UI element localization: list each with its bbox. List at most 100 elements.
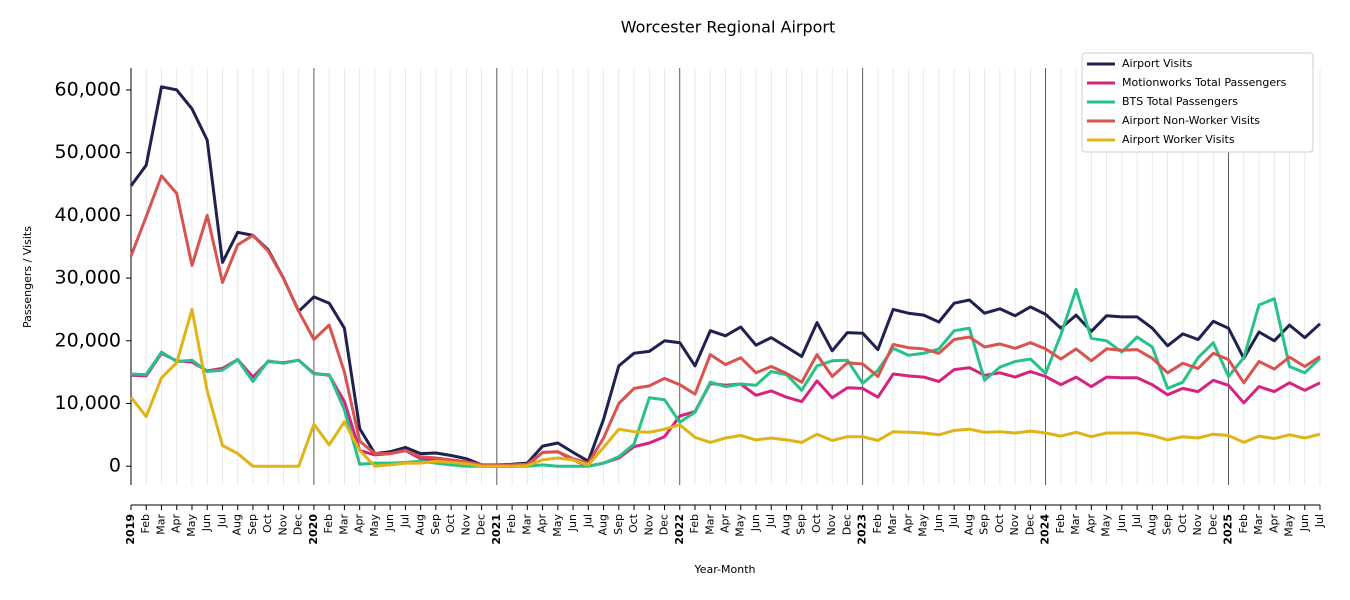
x-tick-label: May [1100, 514, 1113, 537]
x-tick-label: 2021 [490, 514, 503, 545]
x-tick-label: May [734, 514, 747, 537]
x-tick-label: Jul [947, 514, 960, 528]
x-tick-label: May [368, 514, 381, 537]
x-tick-label: Oct [1176, 513, 1189, 533]
x-tick-label: Mar [1069, 514, 1082, 535]
legend: Airport Visits Motionworks Total Passenge… [1081, 52, 1314, 153]
x-tick-label: Jun [383, 514, 396, 532]
x-tick-label: Jun [1298, 514, 1311, 532]
x-tick-label: Dec [840, 514, 853, 535]
x-tick-label: Sep [978, 514, 991, 535]
x-tick-label: May [1283, 514, 1296, 537]
y-tick-label: 10,000 [55, 392, 121, 414]
legend-box [1081, 52, 1314, 153]
y-tick-label: 30,000 [55, 267, 121, 289]
series-line [129, 307, 1321, 468]
chart-title: Worcester Regional Airport [621, 18, 836, 37]
series-line [130, 287, 1322, 468]
x-tick-label: 2023 [856, 514, 869, 545]
x-tick-label: Aug [231, 514, 244, 535]
x-tick-label: Dec [658, 514, 671, 535]
x-tick-label: Feb [871, 514, 884, 533]
x-tick-label: Sep [1161, 514, 1174, 535]
x-tick-label: Feb [322, 514, 335, 533]
x-tick-label: Apr [536, 514, 549, 534]
x-tick-label: Jul [1130, 514, 1143, 528]
y-tick-label: 50,000 [55, 141, 121, 163]
x-tick-label: 2025 [1222, 514, 1235, 545]
x-tick-label: May [917, 514, 930, 537]
x-tick-label: Nov [459, 514, 472, 536]
legend-label: Motionworks Total Passengers [1122, 76, 1287, 89]
x-tick-label: Dec [1023, 514, 1036, 535]
x-tick-label: 2022 [673, 514, 686, 545]
x-tick-label: Nov [276, 514, 289, 536]
x-tick-label: Apr [1084, 514, 1097, 534]
x-tick-label: Dec [292, 514, 305, 535]
x-tick-label: Feb [1054, 514, 1067, 533]
x-tick-label: Jul [581, 514, 594, 528]
x-tick-label: Nov [825, 514, 838, 536]
x-tick-label: Apr [353, 514, 366, 534]
y-axis-label: Passengers / Visits [21, 226, 34, 328]
x-tick-label: Mar [886, 514, 899, 535]
x-tick-label: Sep [795, 514, 808, 535]
x-tick-label: Dec [1206, 514, 1219, 535]
x-tick-label: Jul [215, 514, 228, 528]
x-tick-label: Aug [597, 514, 610, 535]
y-tick-label: 60,000 [55, 78, 121, 100]
legend-label: Airport Non-Worker Visits [1122, 114, 1260, 127]
x-tick-label: Oct [444, 513, 457, 533]
x-tick-label: Feb [505, 514, 518, 533]
x-tick-label: Mar [154, 514, 167, 535]
x-tick-label: Sep [246, 514, 259, 535]
legend-label: Airport Worker Visits [1122, 133, 1235, 146]
x-tick-label: Jun [566, 514, 579, 532]
x-tick-label: Dec [475, 514, 488, 535]
x-tick-label: Feb [688, 514, 701, 533]
legend-label: Airport Visits [1122, 57, 1193, 70]
x-tick-label: Apr [719, 514, 732, 534]
x-tick-label: Mar [337, 514, 350, 535]
x-tick-label: Jun [932, 514, 945, 532]
x-tick-label: Nov [1191, 514, 1204, 536]
y-tick-label: 40,000 [55, 204, 121, 226]
x-tick-label: Aug [1145, 514, 1158, 535]
y-tick-label: 0 [109, 455, 121, 477]
x-tick-label: Nov [1008, 514, 1021, 536]
x-tick-label: May [551, 514, 564, 537]
x-tick-label: Oct [627, 513, 640, 533]
x-tick-label: Aug [779, 514, 792, 535]
x-tick-label: 2024 [1039, 514, 1052, 545]
x-tick-label: Jul [1313, 514, 1326, 528]
x-tick-label: Oct [810, 513, 823, 533]
x-tick-label: Mar [703, 514, 716, 535]
x-tick-label: Sep [612, 514, 625, 535]
x-tick-label: 2020 [307, 514, 320, 545]
x-tick-label: Jul [398, 514, 411, 528]
x-tick-label: Jun [1115, 514, 1128, 532]
x-tick-label: Aug [414, 514, 427, 535]
x-tick-label: Oct [261, 513, 274, 533]
x-tick-label: May [185, 514, 198, 537]
x-tick-label: Aug [962, 514, 975, 535]
x-tick-label: Jul [764, 514, 777, 528]
x-tick-label: Mar [520, 514, 533, 535]
x-tick-label: Mar [1252, 514, 1265, 535]
x-tick-label: Apr [901, 514, 914, 534]
x-tick-label: Apr [1267, 514, 1280, 534]
series-line [129, 85, 1322, 467]
x-tick-label: Oct [993, 513, 1006, 533]
series-line [129, 174, 1321, 467]
x-tick-label: Jun [200, 514, 213, 532]
x-axis-label: Year-Month [693, 563, 755, 576]
x-tick-label: 2019 [124, 514, 137, 545]
x-tick-label: Sep [429, 514, 442, 535]
y-tick-label: 20,000 [55, 329, 121, 351]
x-tick-label: Feb [1237, 514, 1250, 533]
legend-label: BTS Total Passengers [1122, 95, 1238, 108]
x-tick-label: Apr [170, 514, 183, 534]
x-tick-label: Jun [749, 514, 762, 532]
x-tick-label: Nov [642, 514, 655, 536]
